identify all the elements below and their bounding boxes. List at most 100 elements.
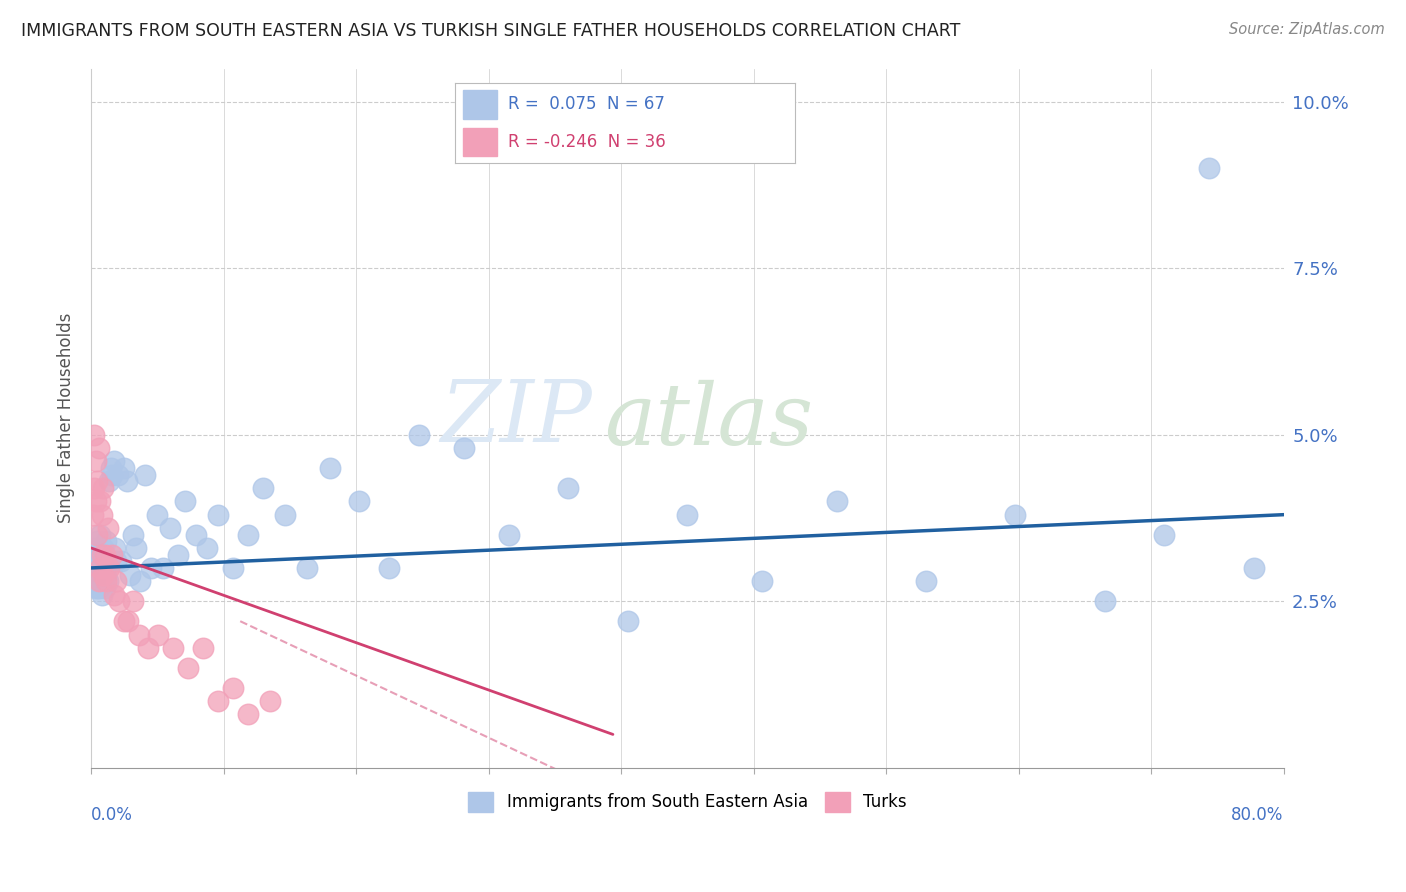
Point: [105, 554, 128, 568]
Point: [96, 521, 118, 535]
Point: [90, 548, 112, 562]
Point: [83, 481, 105, 495]
Point: [87, 441, 110, 455]
Point: [82, 508, 104, 522]
Point: [498, 527, 520, 541]
Legend: Immigrants from South Eastern Asia, Turks: Immigrants from South Eastern Asia, Turk…: [461, 785, 912, 819]
Point: [118, 567, 141, 582]
Point: [96, 574, 118, 589]
Point: [617, 614, 640, 628]
Point: [184, 527, 207, 541]
Text: ZIP: ZIP: [440, 376, 592, 459]
Point: [453, 441, 475, 455]
Point: [83, 541, 105, 555]
Y-axis label: Single Father Households: Single Father Households: [58, 313, 75, 524]
Point: [87, 581, 110, 595]
Point: [1243, 561, 1265, 575]
Point: [145, 508, 167, 522]
Point: [139, 561, 162, 575]
Text: atlas: atlas: [605, 380, 813, 463]
Point: [89, 574, 111, 589]
Point: [91, 567, 114, 582]
Point: [103, 588, 125, 602]
Point: [98, 475, 121, 489]
Point: [349, 494, 371, 508]
Point: [236, 707, 259, 722]
Point: [107, 467, 129, 482]
Point: [94, 574, 117, 589]
Point: [159, 521, 181, 535]
Point: [84, 494, 107, 508]
Point: [87, 548, 110, 562]
Point: [91, 541, 114, 555]
Point: [236, 527, 259, 541]
Point: [91, 567, 114, 582]
Point: [1004, 508, 1026, 522]
Point: [297, 561, 319, 575]
Point: [128, 627, 150, 641]
Point: [108, 594, 131, 608]
Point: [177, 661, 200, 675]
Point: [207, 694, 229, 708]
Point: [110, 554, 132, 568]
Point: [84, 581, 107, 595]
Point: [751, 574, 773, 589]
Point: [129, 574, 152, 589]
Point: [1153, 527, 1175, 541]
Point: [89, 561, 111, 575]
Point: [101, 467, 124, 482]
Point: [1094, 594, 1116, 608]
Point: [112, 461, 135, 475]
Text: 80.0%: 80.0%: [1232, 806, 1284, 824]
Point: [86, 475, 108, 489]
Point: [222, 561, 245, 575]
Point: [148, 627, 170, 641]
Point: [83, 427, 105, 442]
Point: [557, 481, 579, 495]
Point: [94, 567, 117, 582]
Point: [100, 461, 122, 475]
Point: [378, 561, 401, 575]
Point: [318, 461, 340, 475]
Point: [825, 494, 848, 508]
Point: [162, 640, 184, 655]
Point: [93, 548, 115, 562]
Point: [112, 614, 135, 628]
Point: [89, 494, 111, 508]
Point: [207, 508, 229, 522]
Point: [98, 554, 121, 568]
Point: [174, 494, 197, 508]
Point: [1198, 161, 1220, 176]
Text: IMMIGRANTS FROM SOUTH EASTERN ASIA VS TURKISH SINGLE FATHER HOUSEHOLDS CORRELATI: IMMIGRANTS FROM SOUTH EASTERN ASIA VS TU…: [21, 22, 960, 40]
Point: [105, 574, 128, 589]
Point: [136, 640, 159, 655]
Point: [166, 548, 188, 562]
Point: [117, 614, 139, 628]
Point: [93, 581, 115, 595]
Text: Source: ZipAtlas.com: Source: ZipAtlas.com: [1229, 22, 1385, 37]
Point: [89, 527, 111, 541]
Point: [91, 481, 114, 495]
Point: [84, 454, 107, 468]
Point: [125, 541, 148, 555]
Point: [83, 574, 105, 589]
Point: [90, 588, 112, 602]
Point: [408, 427, 430, 442]
Point: [115, 475, 138, 489]
Point: [87, 574, 110, 589]
Point: [122, 594, 145, 608]
Point: [122, 527, 145, 541]
Point: [274, 508, 297, 522]
Point: [676, 508, 699, 522]
Point: [134, 467, 156, 482]
Point: [98, 561, 121, 575]
Point: [103, 454, 125, 468]
Point: [93, 554, 115, 568]
Point: [252, 481, 274, 495]
Point: [104, 541, 127, 555]
Point: [152, 561, 174, 575]
Point: [84, 554, 107, 568]
Point: [197, 541, 219, 555]
Point: [86, 567, 108, 582]
Point: [90, 508, 112, 522]
